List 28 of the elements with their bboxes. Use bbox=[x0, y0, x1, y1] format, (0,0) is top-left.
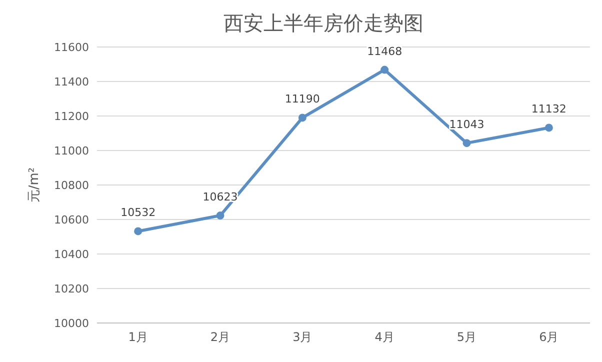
data-label: 11043 bbox=[449, 118, 484, 132]
y-axis-title: 元/m² bbox=[27, 167, 42, 203]
point bbox=[380, 66, 389, 74]
y-tick-label: 11400 bbox=[54, 76, 89, 88]
y-tick-label: 11000 bbox=[54, 144, 89, 158]
point bbox=[462, 139, 471, 148]
y-tick-label: 10200 bbox=[54, 282, 89, 296]
x-tick-label: 3月 bbox=[292, 330, 312, 344]
y-tick-label: 10600 bbox=[54, 214, 89, 226]
chart-title: 西安上半年房价走势图 bbox=[224, 11, 424, 35]
x-tick-label: 4月 bbox=[374, 330, 394, 344]
data-label: 11190 bbox=[284, 92, 320, 106]
y-tick-label: 10800 bbox=[54, 179, 89, 192]
x-tick-label: 5月 bbox=[456, 330, 477, 344]
y-tick-label: 10000 bbox=[54, 317, 89, 330]
data-label: 11132 bbox=[531, 102, 566, 116]
point bbox=[134, 227, 142, 236]
x-tick-label: 6月 bbox=[539, 330, 559, 344]
data-label: 11468 bbox=[367, 44, 402, 58]
point bbox=[216, 212, 224, 220]
y-tick-label: 11600 bbox=[54, 41, 89, 54]
x-tick-label: 1月 bbox=[128, 330, 148, 344]
x-tick-label: 2月 bbox=[210, 330, 230, 344]
y-tick-label: 10400 bbox=[54, 248, 89, 261]
y-tick-label: 11200 bbox=[54, 110, 89, 123]
point bbox=[298, 114, 306, 122]
point bbox=[544, 124, 553, 132]
data-label: 10532 bbox=[120, 206, 156, 220]
